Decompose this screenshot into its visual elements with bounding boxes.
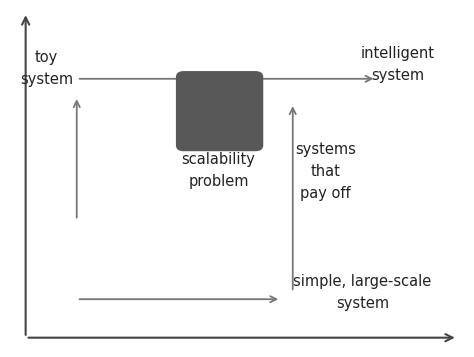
Text: toy
system: toy system	[20, 50, 73, 87]
FancyBboxPatch shape	[177, 72, 263, 151]
Text: intelligent
system: intelligent system	[360, 46, 434, 84]
Text: scalability
problem: scalability problem	[182, 152, 255, 190]
Text: systems
that
pay off: systems that pay off	[295, 142, 356, 201]
Text: simple, large-scale
system: simple, large-scale system	[293, 273, 431, 311]
